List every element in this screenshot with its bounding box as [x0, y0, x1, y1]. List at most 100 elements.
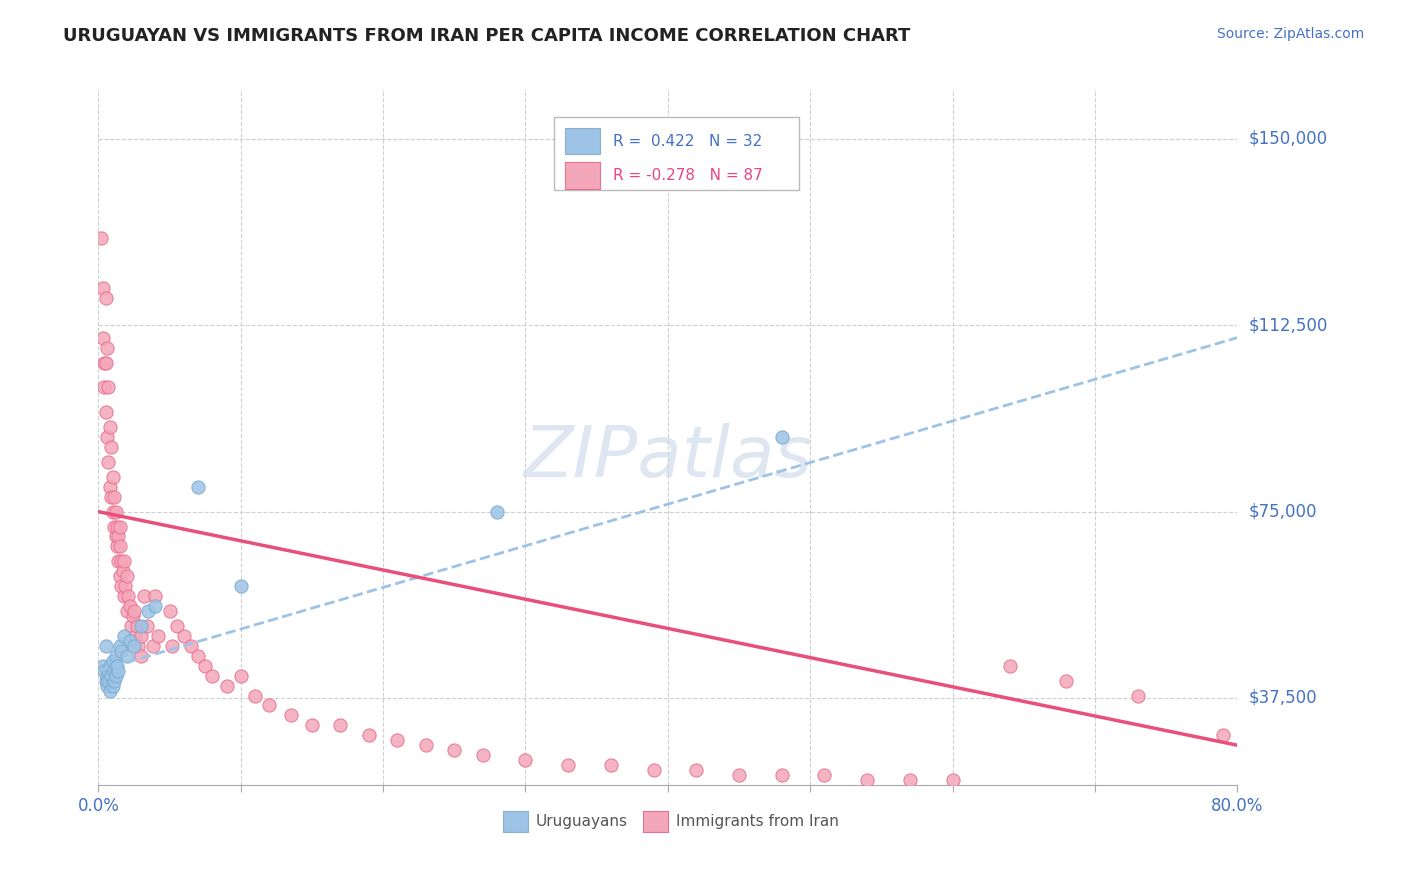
Point — [127, 639, 149, 653]
Point — [96, 430, 118, 444]
Point — [136, 604, 159, 618]
Point — [96, 668, 118, 682]
Point — [96, 341, 118, 355]
Point — [187, 480, 209, 494]
Text: $150,000: $150,000 — [1249, 130, 1327, 148]
Point — [201, 668, 224, 682]
Point — [1212, 728, 1234, 742]
Point — [112, 589, 135, 603]
Point — [97, 455, 120, 469]
Point — [98, 683, 121, 698]
Point — [100, 490, 122, 504]
Bar — [643, 811, 668, 831]
Point — [132, 589, 155, 603]
Point — [145, 599, 167, 613]
Point — [115, 604, 138, 618]
Point — [118, 633, 141, 648]
Point — [93, 380, 115, 394]
Text: $112,500: $112,500 — [1249, 317, 1327, 334]
Point — [101, 470, 124, 484]
Text: R = -0.278   N = 87: R = -0.278 N = 87 — [613, 168, 763, 183]
Point — [103, 490, 125, 504]
Point — [770, 430, 793, 444]
Point — [856, 772, 879, 787]
Point — [107, 554, 129, 568]
Point — [103, 673, 125, 688]
Point — [162, 639, 184, 653]
Point — [557, 758, 579, 772]
Point — [443, 743, 465, 757]
Point — [98, 658, 121, 673]
Point — [105, 658, 128, 673]
Bar — [503, 811, 527, 831]
Point — [94, 405, 117, 419]
Point — [898, 772, 921, 787]
Text: Immigrants from Iran: Immigrants from Iran — [676, 814, 839, 829]
Point — [243, 689, 266, 703]
Bar — [565, 128, 599, 154]
Point — [329, 718, 352, 732]
Point — [166, 619, 188, 633]
Point — [122, 604, 145, 618]
Point — [115, 569, 138, 583]
Point — [112, 629, 135, 643]
Point — [103, 519, 125, 533]
Point — [108, 540, 131, 554]
Point — [145, 589, 167, 603]
Point — [115, 648, 138, 663]
Point — [108, 639, 131, 653]
Point — [101, 505, 124, 519]
Point — [180, 639, 202, 653]
Point — [97, 380, 120, 394]
Point — [93, 664, 115, 678]
Point — [600, 758, 623, 772]
Point — [91, 281, 114, 295]
Point — [107, 529, 129, 543]
Point — [280, 708, 302, 723]
Point — [215, 679, 238, 693]
Bar — [565, 162, 599, 189]
Point — [105, 540, 128, 554]
Point — [259, 698, 281, 713]
Point — [942, 772, 965, 787]
Text: $75,000: $75,000 — [1249, 502, 1317, 521]
Point — [122, 639, 145, 653]
Point — [94, 355, 117, 369]
Text: ZIPatlas: ZIPatlas — [523, 424, 813, 492]
Point — [728, 768, 751, 782]
Point — [194, 658, 217, 673]
Point — [357, 728, 380, 742]
Point — [101, 679, 124, 693]
Point — [121, 609, 143, 624]
Point — [104, 529, 127, 543]
Point — [813, 768, 835, 782]
Point — [93, 355, 115, 369]
Point — [91, 658, 114, 673]
Point — [118, 599, 141, 613]
Point — [90, 231, 112, 245]
Point — [685, 763, 707, 777]
Point — [1126, 689, 1149, 703]
Point — [94, 291, 117, 305]
Point — [125, 619, 148, 633]
Point — [471, 748, 494, 763]
Point — [108, 519, 131, 533]
Point — [94, 673, 117, 688]
Point — [124, 629, 146, 643]
Text: $37,500: $37,500 — [1249, 689, 1317, 707]
Point — [111, 564, 134, 578]
Text: Source: ZipAtlas.com: Source: ZipAtlas.com — [1216, 27, 1364, 41]
Point — [100, 668, 122, 682]
Point — [643, 763, 665, 777]
Text: URUGUAYAN VS IMMIGRANTS FROM IRAN PER CAPITA INCOME CORRELATION CHART: URUGUAYAN VS IMMIGRANTS FROM IRAN PER CA… — [63, 27, 911, 45]
Point — [91, 331, 114, 345]
Point — [770, 768, 793, 782]
Point — [117, 589, 139, 603]
Point — [129, 619, 152, 633]
Point — [97, 664, 120, 678]
Point — [112, 554, 135, 568]
Point — [173, 629, 195, 643]
Point — [1056, 673, 1078, 688]
Point — [998, 658, 1021, 673]
Point — [114, 579, 136, 593]
